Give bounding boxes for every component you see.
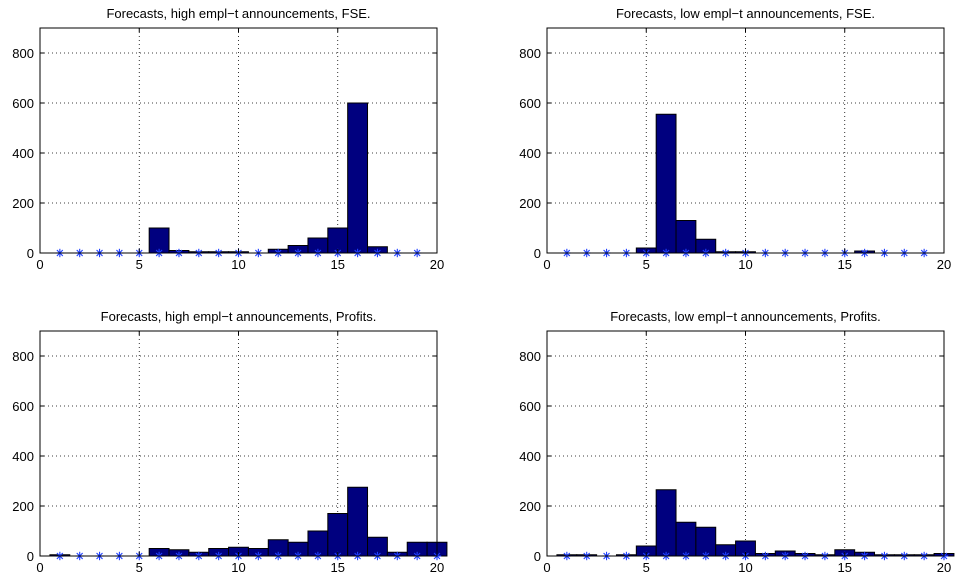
x-tick-label: 0 (543, 560, 550, 575)
x-tick-label: 5 (643, 257, 650, 272)
y-tick-label: 0 (27, 549, 34, 564)
y-tick-label: 800 (12, 349, 34, 364)
bar (655, 489, 677, 557)
bar (655, 113, 677, 254)
y-tick-label: 600 (12, 96, 34, 111)
x-tick-label: 20 (430, 560, 444, 575)
y-tick-label: 0 (534, 246, 541, 261)
x-tick-label: 20 (430, 257, 444, 272)
bar (347, 486, 369, 557)
y-tick-label: 400 (12, 449, 34, 464)
y-tick-label: 200 (519, 196, 541, 211)
x-tick-label: 20 (937, 257, 951, 272)
y-tick-label: 800 (519, 349, 541, 364)
x-tick-label: 0 (36, 560, 43, 575)
y-tick-label: 400 (519, 449, 541, 464)
bar (675, 220, 697, 254)
y-tick-label: 0 (534, 549, 541, 564)
y-tick-label: 0 (27, 246, 34, 261)
x-tick-label: 5 (136, 560, 143, 575)
x-tick-label: 0 (36, 257, 43, 272)
y-tick-label: 400 (12, 146, 34, 161)
x-tick-label: 10 (738, 257, 752, 272)
x-tick-label: 15 (331, 560, 345, 575)
chart-title: Forecasts, high empl−t announcements, Pr… (101, 309, 377, 324)
x-tick-label: 20 (937, 560, 951, 575)
x-tick-label: 10 (231, 257, 245, 272)
x-tick-label: 0 (543, 257, 550, 272)
bar (347, 102, 369, 254)
y-tick-label: 600 (12, 399, 34, 414)
chart-title: Forecasts, low empl−t announcements, FSE… (616, 6, 875, 21)
bar (327, 513, 349, 557)
y-tick-label: 600 (519, 96, 541, 111)
y-tick-label: 200 (12, 196, 34, 211)
y-tick-label: 800 (12, 46, 34, 61)
chart-title: Forecasts, high empl−t announcements, FS… (106, 6, 370, 21)
y-tick-label: 800 (519, 46, 541, 61)
x-tick-label: 15 (838, 560, 852, 575)
y-tick-label: 200 (519, 499, 541, 514)
y-tick-label: 400 (519, 146, 541, 161)
x-tick-label: 15 (838, 257, 852, 272)
x-tick-label: 5 (643, 560, 650, 575)
bar (695, 526, 717, 557)
x-tick-label: 5 (136, 257, 143, 272)
bar (675, 521, 697, 557)
y-tick-label: 200 (12, 499, 34, 514)
x-tick-label: 15 (331, 257, 345, 272)
x-tick-label: 10 (738, 560, 752, 575)
y-tick-label: 600 (519, 399, 541, 414)
chart-title: Forecasts, low empl−t announcements, Pro… (610, 309, 881, 324)
x-tick-label: 10 (231, 560, 245, 575)
